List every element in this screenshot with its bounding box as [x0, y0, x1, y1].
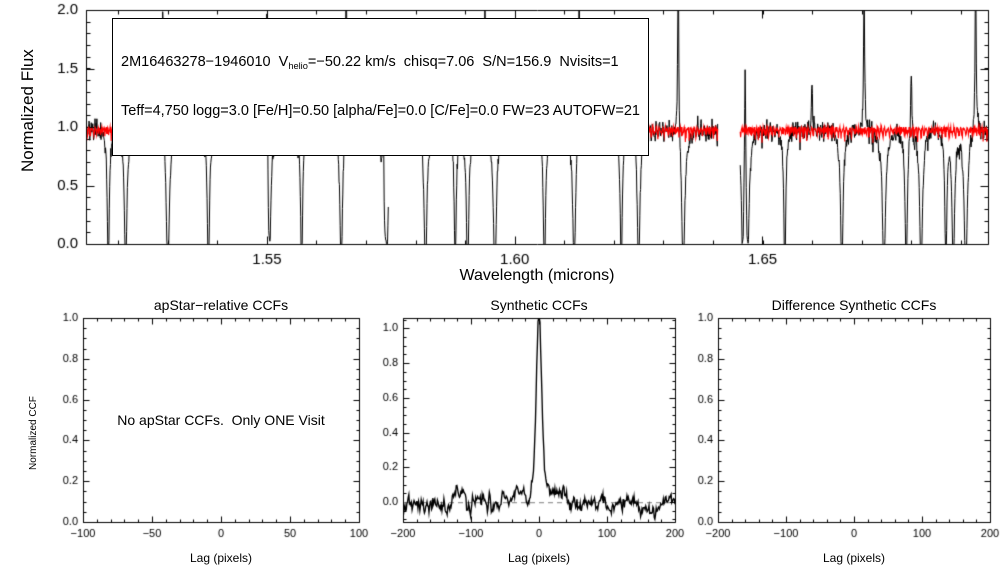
ccf-xlabel-panel2: Lag (pixels)	[507, 551, 571, 565]
panel-title-synthetic-ccfs: Synthetic CCFs	[490, 297, 588, 313]
ccf-ylabel: Normalized CCF	[28, 396, 39, 470]
ccf-xlabel-panel1: Lag (pixels)	[189, 551, 253, 565]
spectrum-xlabel: Wavelength (microns)	[459, 267, 615, 284]
annotation-helio-subscript: helio	[288, 60, 308, 71]
annotation-line-1: 2M16463278−1946010 Vhelio=−50.22 km/s ch…	[121, 54, 640, 71]
spectrum-ylabel: Normalized Flux	[18, 49, 37, 172]
annotation-line-2: Teff=4,750 logg=3.0 [Fe/H]=0.50 [alpha/F…	[121, 102, 640, 119]
panel-title-difference-synthetic-ccfs: Difference Synthetic CCFs	[771, 297, 937, 313]
annotation-line1-prefix: 2M16463278−1946010 V	[121, 54, 289, 70]
no-ccf-message: No apStar CCFs. Only ONE Visit	[117, 412, 325, 428]
ccf-xlabel-panel3: Lag (pixels)	[822, 551, 886, 565]
parameter-annotation-box: 2M16463278−1946010 Vhelio=−50.22 km/s ch…	[112, 18, 649, 156]
panel-title-apstar-relative-ccfs: apStar−relative CCFs	[153, 297, 289, 313]
annotation-line1-suffix: =−50.22 km/s chisq=7.06 S/N=156.9 Nvisit…	[307, 54, 619, 70]
